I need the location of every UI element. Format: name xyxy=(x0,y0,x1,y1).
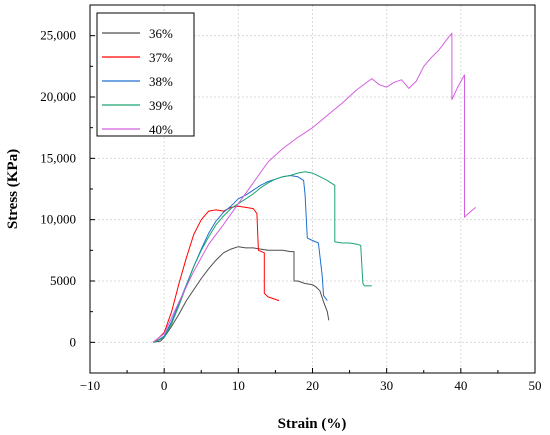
x-tick-label: 40 xyxy=(454,378,467,393)
x-axis-ticks: −10 0 10 20 30 40 50 xyxy=(80,368,542,393)
series-line-39-pct xyxy=(152,171,372,343)
y-axis-title: Stress (KPa) xyxy=(5,149,21,229)
x-tick-label: 30 xyxy=(380,378,393,393)
y-tick-label: 20,000 xyxy=(40,89,76,104)
y-tick-label: 0 xyxy=(70,334,77,349)
legend-box xyxy=(96,12,195,137)
legend-label: 39% xyxy=(149,98,173,113)
x-axis-title: Strain (%) xyxy=(278,416,347,432)
x-tick-label: 0 xyxy=(161,378,168,393)
x-tick-label: 10 xyxy=(232,378,245,393)
series-lines xyxy=(152,32,477,343)
x-tick-label: 20 xyxy=(306,378,319,393)
y-tick-label: 15,000 xyxy=(40,150,76,165)
series-line-40-pct xyxy=(152,32,477,343)
x-tick-label: −10 xyxy=(80,378,100,393)
y-tick-label: 25,000 xyxy=(40,28,76,43)
y-tick-label: 10,000 xyxy=(40,212,76,227)
y-axis-ticks: 0 5000 10,000 15,000 20,000 25,000 xyxy=(40,28,95,349)
legend-label: 40% xyxy=(149,122,173,137)
legend-label: 36% xyxy=(149,26,173,41)
x-tick-label: 50 xyxy=(529,378,542,393)
y-tick-label: 5000 xyxy=(50,273,76,288)
legend: 36% 37% 38% 39% 40% xyxy=(96,12,195,137)
legend-label: 38% xyxy=(149,74,173,89)
legend-label: 37% xyxy=(149,50,173,65)
series-line-36-pct xyxy=(152,246,330,343)
